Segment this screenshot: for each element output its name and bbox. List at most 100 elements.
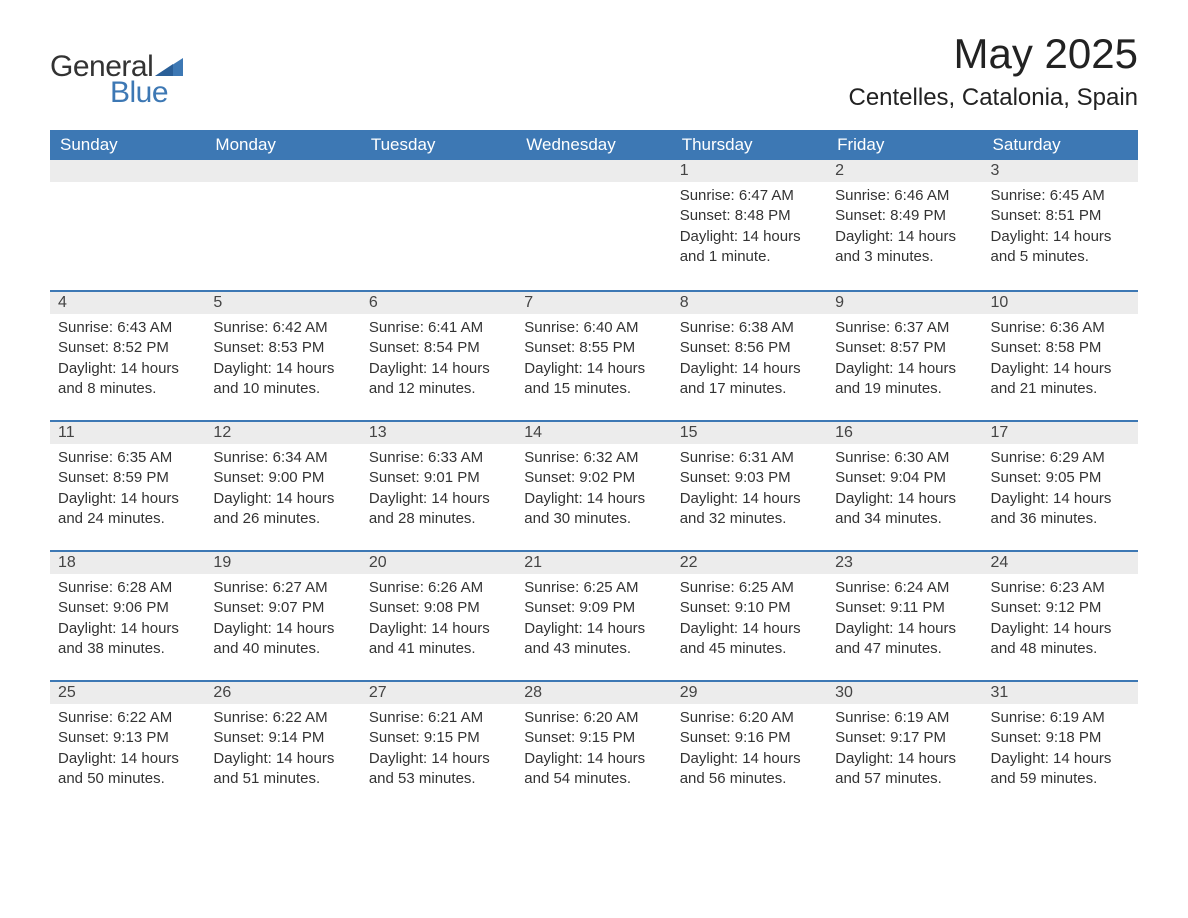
calendar-table: SundayMondayTuesdayWednesdayThursdayFrid… [50, 130, 1138, 810]
sunset-text: Sunset: 8:51 PM [991, 206, 1130, 226]
daylight-text: Daylight: 14 hours and 5 minutes. [991, 227, 1130, 268]
daylight-text: Daylight: 14 hours and 51 minutes. [213, 749, 352, 790]
day-details: Sunrise: 6:22 AMSunset: 9:13 PMDaylight:… [50, 704, 205, 799]
day-number: 1 [672, 160, 827, 182]
calendar-day-cell: 23Sunrise: 6:24 AMSunset: 9:11 PMDayligh… [827, 550, 982, 680]
sunrise-text: Sunrise: 6:43 AM [58, 318, 197, 338]
day-number: 14 [516, 420, 671, 444]
sunrise-text: Sunrise: 6:24 AM [835, 578, 974, 598]
day-details: Sunrise: 6:31 AMSunset: 9:03 PMDaylight:… [672, 444, 827, 539]
sunset-text: Sunset: 9:16 PM [680, 728, 819, 748]
sunrise-text: Sunrise: 6:40 AM [524, 318, 663, 338]
daylight-text: Daylight: 14 hours and 50 minutes. [58, 749, 197, 790]
daylight-text: Daylight: 14 hours and 1 minute. [680, 227, 819, 268]
day-number: 21 [516, 550, 671, 574]
sunset-text: Sunset: 8:56 PM [680, 338, 819, 358]
sunset-text: Sunset: 9:17 PM [835, 728, 974, 748]
brand-text-blue: Blue [110, 76, 168, 110]
day-details: Sunrise: 6:25 AMSunset: 9:10 PMDaylight:… [672, 574, 827, 669]
day-details: Sunrise: 6:20 AMSunset: 9:15 PMDaylight:… [516, 704, 671, 799]
sunset-text: Sunset: 9:02 PM [524, 468, 663, 488]
calendar-week-row: 25Sunrise: 6:22 AMSunset: 9:13 PMDayligh… [50, 680, 1138, 810]
sunrise-text: Sunrise: 6:25 AM [524, 578, 663, 598]
daylight-text: Daylight: 14 hours and 45 minutes. [680, 619, 819, 660]
calendar-day-cell: 21Sunrise: 6:25 AMSunset: 9:09 PMDayligh… [516, 550, 671, 680]
sunrise-text: Sunrise: 6:34 AM [213, 448, 352, 468]
calendar-day-cell: 17Sunrise: 6:29 AMSunset: 9:05 PMDayligh… [983, 420, 1138, 550]
day-number-empty [50, 160, 205, 182]
day-details: Sunrise: 6:27 AMSunset: 9:07 PMDaylight:… [205, 574, 360, 669]
calendar-day-cell: 15Sunrise: 6:31 AMSunset: 9:03 PMDayligh… [672, 420, 827, 550]
day-details: Sunrise: 6:26 AMSunset: 9:08 PMDaylight:… [361, 574, 516, 669]
sunset-text: Sunset: 9:05 PM [991, 468, 1130, 488]
day-details: Sunrise: 6:40 AMSunset: 8:55 PMDaylight:… [516, 314, 671, 409]
daylight-text: Daylight: 14 hours and 34 minutes. [835, 489, 974, 530]
daylight-text: Daylight: 14 hours and 43 minutes. [524, 619, 663, 660]
calendar-day-cell: 20Sunrise: 6:26 AMSunset: 9:08 PMDayligh… [361, 550, 516, 680]
sunset-text: Sunset: 9:12 PM [991, 598, 1130, 618]
day-number: 30 [827, 680, 982, 704]
calendar-body: 1Sunrise: 6:47 AMSunset: 8:48 PMDaylight… [50, 160, 1138, 810]
sunrise-text: Sunrise: 6:20 AM [524, 708, 663, 728]
location-subtitle: Centelles, Catalonia, Spain [848, 84, 1138, 112]
calendar-day-cell [205, 160, 360, 290]
sunrise-text: Sunrise: 6:22 AM [58, 708, 197, 728]
day-header-row: SundayMondayTuesdayWednesdayThursdayFrid… [50, 130, 1138, 160]
calendar-day-cell: 4Sunrise: 6:43 AMSunset: 8:52 PMDaylight… [50, 290, 205, 420]
sunset-text: Sunset: 9:03 PM [680, 468, 819, 488]
sunset-text: Sunset: 9:09 PM [524, 598, 663, 618]
sunrise-text: Sunrise: 6:42 AM [213, 318, 352, 338]
calendar-day-cell: 22Sunrise: 6:25 AMSunset: 9:10 PMDayligh… [672, 550, 827, 680]
daylight-text: Daylight: 14 hours and 26 minutes. [213, 489, 352, 530]
calendar-week-row: 4Sunrise: 6:43 AMSunset: 8:52 PMDaylight… [50, 290, 1138, 420]
day-number-empty [205, 160, 360, 182]
daylight-text: Daylight: 14 hours and 47 minutes. [835, 619, 974, 660]
day-number: 18 [50, 550, 205, 574]
sunset-text: Sunset: 9:14 PM [213, 728, 352, 748]
daylight-text: Daylight: 14 hours and 38 minutes. [58, 619, 197, 660]
sunrise-text: Sunrise: 6:45 AM [991, 186, 1130, 206]
sunrise-text: Sunrise: 6:46 AM [835, 186, 974, 206]
calendar-day-cell: 6Sunrise: 6:41 AMSunset: 8:54 PMDaylight… [361, 290, 516, 420]
calendar-day-cell: 12Sunrise: 6:34 AMSunset: 9:00 PMDayligh… [205, 420, 360, 550]
day-details: Sunrise: 6:47 AMSunset: 8:48 PMDaylight:… [672, 182, 827, 277]
sunset-text: Sunset: 8:49 PM [835, 206, 974, 226]
sunset-text: Sunset: 8:58 PM [991, 338, 1130, 358]
sunrise-text: Sunrise: 6:27 AM [213, 578, 352, 598]
day-number: 11 [50, 420, 205, 444]
day-number: 3 [983, 160, 1138, 182]
day-details: Sunrise: 6:36 AMSunset: 8:58 PMDaylight:… [983, 314, 1138, 409]
sunrise-text: Sunrise: 6:36 AM [991, 318, 1130, 338]
calendar-day-cell: 18Sunrise: 6:28 AMSunset: 9:06 PMDayligh… [50, 550, 205, 680]
calendar-day-cell: 28Sunrise: 6:20 AMSunset: 9:15 PMDayligh… [516, 680, 671, 810]
sunrise-text: Sunrise: 6:37 AM [835, 318, 974, 338]
title-block: May 2025 Centelles, Catalonia, Spain [848, 30, 1138, 112]
sunrise-text: Sunrise: 6:19 AM [835, 708, 974, 728]
sunrise-text: Sunrise: 6:41 AM [369, 318, 508, 338]
calendar-day-cell: 16Sunrise: 6:30 AMSunset: 9:04 PMDayligh… [827, 420, 982, 550]
calendar-day-cell: 25Sunrise: 6:22 AMSunset: 9:13 PMDayligh… [50, 680, 205, 810]
sunset-text: Sunset: 8:59 PM [58, 468, 197, 488]
calendar-day-cell: 10Sunrise: 6:36 AMSunset: 8:58 PMDayligh… [983, 290, 1138, 420]
sunset-text: Sunset: 9:11 PM [835, 598, 974, 618]
brand-logo: General Blue [50, 30, 183, 110]
daylight-text: Daylight: 14 hours and 30 minutes. [524, 489, 663, 530]
day-number: 15 [672, 420, 827, 444]
day-number: 26 [205, 680, 360, 704]
day-number: 29 [672, 680, 827, 704]
day-details: Sunrise: 6:38 AMSunset: 8:56 PMDaylight:… [672, 314, 827, 409]
calendar-day-cell: 2Sunrise: 6:46 AMSunset: 8:49 PMDaylight… [827, 160, 982, 290]
day-number: 7 [516, 290, 671, 314]
day-details: Sunrise: 6:21 AMSunset: 9:15 PMDaylight:… [361, 704, 516, 799]
calendar-week-row: 1Sunrise: 6:47 AMSunset: 8:48 PMDaylight… [50, 160, 1138, 290]
sunrise-text: Sunrise: 6:47 AM [680, 186, 819, 206]
calendar-day-cell [516, 160, 671, 290]
sunrise-text: Sunrise: 6:25 AM [680, 578, 819, 598]
sunset-text: Sunset: 9:07 PM [213, 598, 352, 618]
daylight-text: Daylight: 14 hours and 10 minutes. [213, 359, 352, 400]
day-details: Sunrise: 6:25 AMSunset: 9:09 PMDaylight:… [516, 574, 671, 669]
calendar-day-cell: 29Sunrise: 6:20 AMSunset: 9:16 PMDayligh… [672, 680, 827, 810]
day-header: Wednesday [516, 130, 671, 160]
day-number: 5 [205, 290, 360, 314]
day-number: 27 [361, 680, 516, 704]
